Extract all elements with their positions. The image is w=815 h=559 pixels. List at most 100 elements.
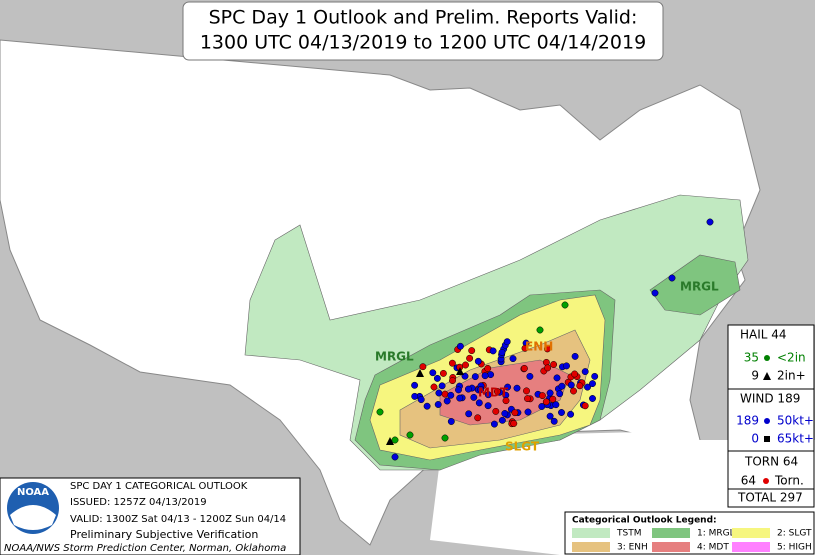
- report-dot: [668, 274, 676, 282]
- count: 35: [744, 351, 759, 365]
- report-dot: [481, 372, 489, 380]
- legend-label: 2: SLGT: [777, 529, 812, 539]
- legend-label: 5: HIGH: [777, 543, 812, 553]
- report-dot: [544, 364, 552, 372]
- report-dot: [468, 347, 476, 355]
- count: 64: [741, 474, 756, 488]
- report-dot: [523, 387, 530, 395]
- info-line: Preliminary Subjective Verification: [70, 528, 258, 541]
- report-dot: [552, 401, 560, 409]
- hail-dot: [536, 326, 544, 334]
- report-dot: [447, 391, 455, 399]
- report-dot: [538, 392, 546, 400]
- legend-label: 3: ENH: [617, 543, 648, 553]
- report-dot: [567, 410, 575, 418]
- report-dot: [435, 389, 443, 397]
- legend-title: Categorical Outlook Legend:: [572, 516, 717, 526]
- area-label: MRGL: [680, 280, 719, 294]
- icon: [763, 372, 771, 380]
- info-line: VALID: 1300Z Sat 04/13 - 1200Z Sun 04/14: [70, 514, 286, 525]
- report-dot: [434, 401, 442, 408]
- report-dot: [556, 390, 564, 398]
- legend-items: TSTM 3: ENH 1: MRGL 4: MDT 2: SLGT 5: HIGH: [572, 528, 812, 553]
- label: 65kt+: [777, 432, 814, 446]
- torn-header: TORN 64: [744, 455, 798, 469]
- legend-label: 4: MDT: [697, 543, 729, 553]
- report-dot: [462, 361, 469, 369]
- icon: [763, 478, 769, 484]
- report-dot: [521, 344, 529, 352]
- report-dot: [576, 382, 584, 390]
- report-dot: [558, 382, 566, 390]
- report-dot: [489, 347, 497, 355]
- report-dot: [449, 377, 456, 385]
- hail-triangle: [456, 367, 464, 375]
- report-dot: [411, 392, 419, 400]
- area-label: MDT: [478, 386, 509, 400]
- report-dot: [492, 407, 500, 415]
- hail-dot: [376, 408, 384, 416]
- report-dot: [455, 386, 462, 394]
- report-dot: [546, 412, 554, 420]
- reports-layer: [376, 218, 714, 461]
- report-dot: [651, 289, 659, 297]
- label: <2in: [777, 351, 806, 365]
- logo-text: NOAA: [17, 487, 49, 498]
- legend-swatch: [572, 542, 610, 552]
- report-dot: [591, 372, 599, 380]
- report-dot: [429, 369, 437, 377]
- report-dot: [490, 420, 498, 428]
- legend-swatch: [572, 528, 610, 538]
- area-label: MRGL: [375, 350, 414, 364]
- report-dot: [474, 357, 482, 365]
- report-dot: [546, 389, 554, 397]
- torn-box: [727, 450, 815, 490]
- icon: [764, 418, 770, 424]
- report-dot: [571, 370, 579, 378]
- report-dot: [553, 374, 561, 382]
- info-line: SPC DAY 1 CATEGORICAL OUTLOOK: [70, 481, 248, 492]
- report-dot: [543, 345, 551, 353]
- hail-dot: [391, 436, 399, 444]
- report-dot: [589, 395, 596, 402]
- hail-triangle: [416, 369, 424, 377]
- legend-swatch: [732, 542, 770, 552]
- report-dot: [484, 391, 492, 399]
- report-dot: [493, 388, 501, 395]
- report-dot: [558, 409, 565, 416]
- logo-wave: [10, 505, 56, 530]
- info-line: NOAA/NWS Storm Prediction Center, Norman…: [4, 543, 286, 554]
- report-dot: [503, 338, 511, 346]
- report-dot: [471, 373, 479, 381]
- title: SPC Day 1 Outlook and Prelim. Reports Va…: [209, 7, 638, 29]
- info-line: ISSUED: 1257Z 04/13/2019: [70, 497, 207, 508]
- report-dot: [411, 381, 419, 389]
- wind-box: [727, 388, 815, 452]
- legend-swatch: [652, 528, 690, 538]
- report-dot: [465, 410, 473, 418]
- report-dot: [456, 342, 464, 350]
- legend-swatch: [652, 542, 690, 552]
- report-dot: [509, 355, 517, 363]
- report-dot: [484, 364, 492, 372]
- report-dot: [498, 416, 506, 424]
- report-dot: [581, 368, 589, 376]
- legend-label: 1: MRGL: [697, 529, 735, 539]
- report-dot: [464, 385, 472, 393]
- count: 9: [751, 369, 759, 383]
- hail-dot: [441, 434, 449, 442]
- legend-label: TSTM: [616, 529, 641, 539]
- report-dot: [443, 397, 451, 405]
- area-label: ENH: [525, 340, 553, 354]
- hail-dot: [561, 301, 569, 309]
- report-dot: [391, 453, 399, 461]
- report-dot: [520, 364, 528, 372]
- count: 189: [736, 414, 759, 428]
- legend-swatch: [732, 528, 770, 538]
- report-dot: [433, 374, 441, 382]
- report-dot: [571, 352, 579, 360]
- report-dot: [441, 390, 449, 398]
- outlook-areas: [244, 194, 749, 471]
- report-dot: [550, 361, 558, 368]
